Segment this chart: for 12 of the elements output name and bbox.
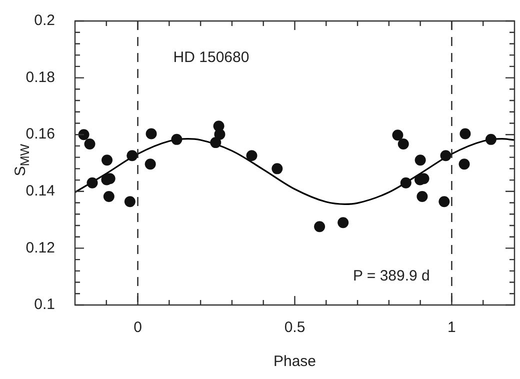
y-tick-label: 0.1	[34, 296, 55, 314]
annotation: HD 150680	[173, 49, 250, 66]
y-tick-label: 0.18	[26, 68, 55, 86]
y-tick-label: 0.2	[34, 12, 55, 30]
annotation: P = 389.9 d	[353, 268, 430, 285]
x-axis-title: Phase	[273, 353, 316, 370]
y-tick-label: 0.12	[26, 239, 55, 256]
x-tick-label: 1	[448, 319, 456, 336]
x-tick-label: 0.5	[284, 319, 306, 336]
y-tick-label: 0.16	[26, 126, 55, 143]
x-tick-label: 0	[134, 319, 142, 336]
y-tick-label: 0.14	[26, 182, 55, 200]
